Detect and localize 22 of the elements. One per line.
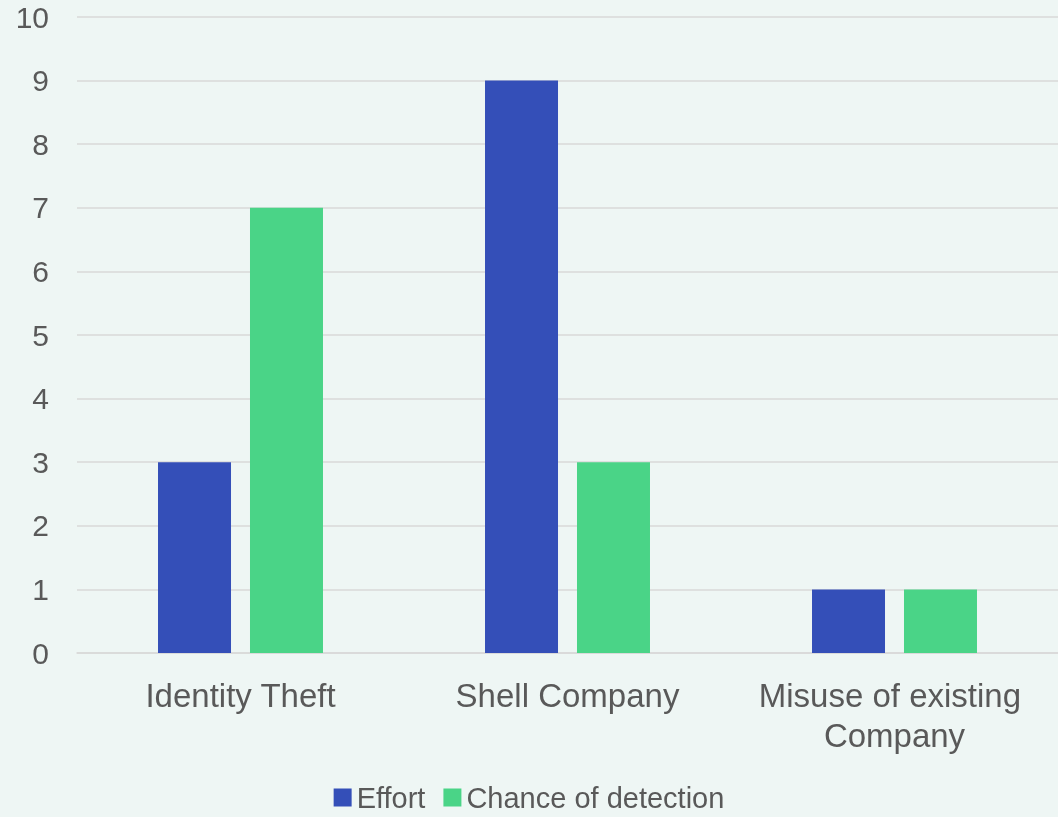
y-tick-label: 8 bbox=[32, 127, 49, 161]
x-tick-label: Misuse of existing Company bbox=[758, 676, 1031, 754]
bar bbox=[903, 589, 977, 653]
bar bbox=[812, 589, 886, 653]
y-tick-label: 4 bbox=[32, 382, 49, 416]
bar bbox=[576, 462, 650, 653]
y-tick-label: 7 bbox=[32, 191, 49, 225]
legend-label: Effort bbox=[356, 781, 426, 814]
y-tick-label: 6 bbox=[32, 254, 49, 288]
bar bbox=[158, 462, 232, 653]
y-tick-label: 10 bbox=[15, 0, 49, 34]
bar bbox=[249, 207, 323, 653]
legend-label: Chance of detection bbox=[466, 781, 725, 814]
bar bbox=[485, 80, 559, 653]
y-tick-label: 2 bbox=[32, 509, 49, 543]
y-tick-label: 9 bbox=[32, 64, 49, 98]
y-tick-label: 5 bbox=[32, 318, 49, 352]
x-tick-label: Identity Theft bbox=[145, 676, 336, 714]
x-tick-label: Shell Company bbox=[455, 676, 680, 714]
y-tick-label: 1 bbox=[32, 572, 49, 606]
y-tick-label: 0 bbox=[32, 636, 49, 670]
y-tick-label: 3 bbox=[32, 445, 49, 479]
